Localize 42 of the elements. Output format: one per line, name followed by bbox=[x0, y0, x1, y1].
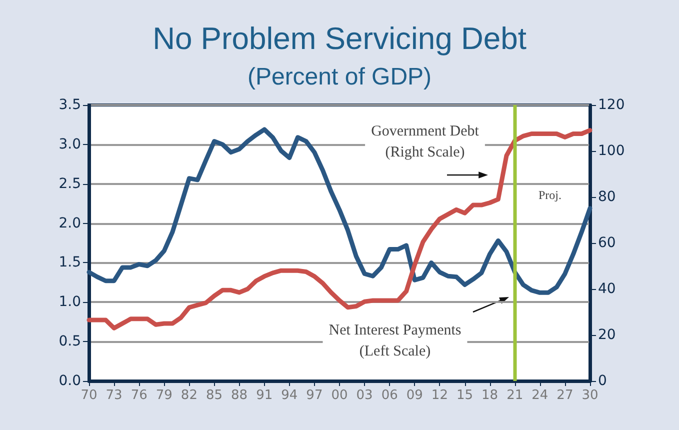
y-tick-label: 3.5 bbox=[58, 97, 81, 113]
y2-tick-label: 40 bbox=[598, 281, 616, 297]
y-tick-label: 3.0 bbox=[58, 136, 81, 152]
y2-tick-label: 60 bbox=[598, 235, 616, 251]
x-tick-label: 00 bbox=[331, 388, 348, 403]
y-tick-label: 0.5 bbox=[58, 334, 81, 350]
y2-tick-label: 80 bbox=[598, 189, 616, 205]
annotation: Net Interest Payments (Left Scale) bbox=[328, 322, 462, 360]
x-tick-label: 97 bbox=[306, 388, 323, 403]
x-tick-label: 30 bbox=[582, 388, 598, 403]
x-tick-label: 85 bbox=[206, 388, 223, 403]
chart-title: No Problem Servicing Debt bbox=[152, 21, 527, 56]
x-tick-label: 12 bbox=[431, 388, 448, 403]
x-tick-label: 79 bbox=[156, 388, 172, 403]
y-tick-label: 1.5 bbox=[58, 254, 81, 271]
x-tick-label: 94 bbox=[281, 388, 298, 403]
x-tick-label: 82 bbox=[180, 388, 198, 403]
x-tick-label: 15 bbox=[456, 388, 474, 403]
x-tick-label: 24 bbox=[532, 388, 548, 403]
x-tick-label: 18 bbox=[482, 388, 498, 403]
y2-tick-label: 120 bbox=[598, 97, 625, 113]
x-tick-label: 21 bbox=[506, 388, 524, 403]
line-series bbox=[86, 127, 592, 295]
y2-tick-label: 20 bbox=[598, 327, 616, 343]
x-tick-label: 03 bbox=[356, 388, 373, 403]
x-tick-label: 73 bbox=[106, 388, 122, 403]
x-tick-label: 09 bbox=[406, 388, 423, 403]
x-tick-label: 27 bbox=[556, 388, 574, 403]
x-tick-label: 76 bbox=[130, 388, 148, 403]
annotation: Government Debt (Right Scale) bbox=[371, 124, 480, 160]
y-tick-label: 1.0 bbox=[58, 294, 81, 310]
x-tick-label: 70 bbox=[80, 388, 98, 403]
x-tick-label: 06 bbox=[381, 388, 398, 403]
annotation: Proj. bbox=[538, 188, 562, 202]
y2-tick-label: 100 bbox=[598, 143, 625, 159]
y-tick-label: 2.5 bbox=[58, 176, 81, 192]
x-tick-label: 88 bbox=[231, 388, 248, 403]
y-tick-label: 2.0 bbox=[58, 215, 81, 232]
x-tick-label: 91 bbox=[256, 388, 273, 403]
y-tick-label: 0.0 bbox=[58, 373, 81, 389]
chart-subtitle: (Percent of GDP) bbox=[247, 64, 432, 90]
y2-tick-label: 0 bbox=[598, 373, 607, 389]
